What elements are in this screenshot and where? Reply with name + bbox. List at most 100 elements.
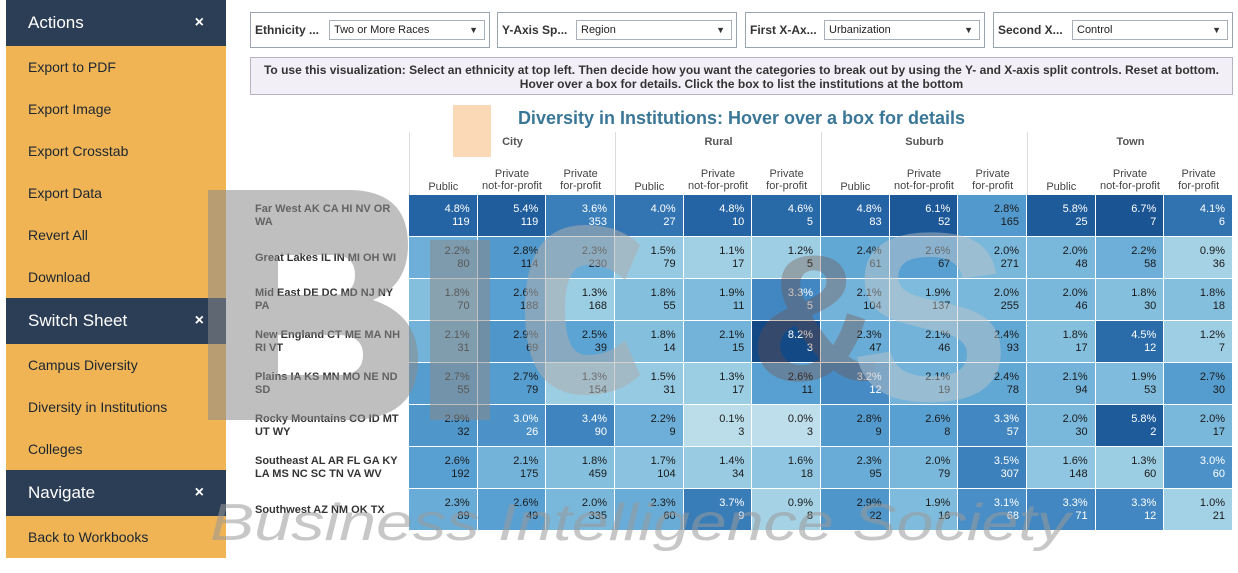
heatmap-cell[interactable]: 2.0% 17: [1164, 405, 1233, 447]
heatmap-cell[interactable]: 2.1% 46: [889, 321, 959, 363]
heatmap-cell[interactable]: 1.3% 17: [683, 363, 753, 405]
heatmap-cell[interactable]: 1.7% 104: [615, 447, 684, 489]
heatmap-cell[interactable]: 2.1% 19: [889, 363, 959, 405]
heatmap-cell[interactable]: 1.9% 16: [889, 489, 959, 531]
close-icon[interactable]: ×: [194, 14, 204, 31]
heatmap-cell[interactable]: 1.9% 53: [1095, 363, 1165, 405]
heatmap-cell[interactable]: 2.1% 31: [409, 321, 478, 363]
sidebar-item[interactable]: Campus Diversity: [28, 357, 138, 373]
heatmap-cell[interactable]: 2.0% 46: [1027, 279, 1096, 321]
heatmap-cell[interactable]: 1.3% 168: [546, 279, 615, 321]
heatmap-cell[interactable]: 3.3% 57: [958, 405, 1027, 447]
heatmap-cell[interactable]: 2.9% 69: [477, 321, 547, 363]
heatmap-cell[interactable]: 1.0% 21: [1164, 489, 1233, 531]
heatmap-cell[interactable]: 4.6% 5: [752, 195, 821, 237]
heatmap-cell[interactable]: 2.6% 192: [409, 447, 478, 489]
heatmap-cell[interactable]: 0.0% 3: [752, 405, 821, 447]
heatmap-cell[interactable]: 2.4% 61: [821, 237, 890, 279]
close-icon[interactable]: ×: [194, 484, 204, 501]
heatmap-cell[interactable]: 0.1% 3: [683, 405, 753, 447]
sidebar-item[interactable]: Back to Workbooks: [28, 529, 149, 545]
heatmap-cell[interactable]: 2.0% 255: [958, 279, 1027, 321]
heatmap-cell[interactable]: 5.4% 119: [477, 195, 547, 237]
heatmap-cell[interactable]: 1.2% 7: [1164, 321, 1233, 363]
heatmap-cell[interactable]: 2.1% 175: [477, 447, 547, 489]
heatmap-cell[interactable]: 2.6% 67: [889, 237, 959, 279]
heatmap-cell[interactable]: 4.5% 12: [1095, 321, 1165, 363]
heatmap-cell[interactable]: 2.1% 94: [1027, 363, 1096, 405]
heatmap-cell[interactable]: 2.5% 39: [546, 321, 615, 363]
heatmap-cell[interactable]: 2.2% 80: [409, 237, 478, 279]
heatmap-cell[interactable]: 1.8% 55: [615, 279, 684, 321]
heatmap-cell[interactable]: 2.8% 114: [477, 237, 547, 279]
dropdown-arrow-icon[interactable]: ▼: [964, 25, 973, 35]
heatmap-cell[interactable]: 1.9% 137: [889, 279, 959, 321]
heatmap-cell[interactable]: 2.6% 8: [889, 405, 959, 447]
filter-dropdown[interactable]: Control ▼: [1072, 20, 1228, 40]
heatmap-cell[interactable]: 2.8% 9: [821, 405, 890, 447]
sidebar-item[interactable]: Export Crosstab: [28, 143, 129, 159]
heatmap-cell[interactable]: 2.2% 9: [615, 405, 684, 447]
heatmap-cell[interactable]: 2.0% 335: [546, 489, 615, 531]
heatmap-cell[interactable]: 1.8% 18: [1164, 279, 1233, 321]
heatmap-cell[interactable]: 2.7% 30: [1164, 363, 1233, 405]
heatmap-cell[interactable]: 1.8% 459: [546, 447, 615, 489]
heatmap-cell[interactable]: 1.5% 31: [615, 363, 684, 405]
dropdown-arrow-icon[interactable]: ▼: [716, 25, 725, 35]
heatmap-cell[interactable]: 3.4% 90: [546, 405, 615, 447]
heatmap-cell[interactable]: 4.1% 6: [1164, 195, 1233, 237]
heatmap-cell[interactable]: 3.3% 71: [1027, 489, 1096, 531]
heatmap-cell[interactable]: 6.1% 52: [889, 195, 959, 237]
filter-dropdown[interactable]: Two or More Races ▼: [329, 20, 485, 40]
heatmap-cell[interactable]: 3.6% 353: [546, 195, 615, 237]
heatmap-cell[interactable]: 2.7% 55: [409, 363, 478, 405]
heatmap-cell[interactable]: 2.1% 15: [683, 321, 753, 363]
close-icon[interactable]: ×: [194, 312, 204, 329]
heatmap-cell[interactable]: 2.9% 32: [409, 405, 478, 447]
heatmap-cell[interactable]: 5.8% 2: [1095, 405, 1165, 447]
heatmap-cell[interactable]: 3.3% 12: [1095, 489, 1165, 531]
heatmap-cell[interactable]: 1.8% 70: [409, 279, 478, 321]
sidebar-item[interactable]: Colleges: [28, 441, 83, 457]
heatmap-cell[interactable]: 3.0% 26: [477, 405, 547, 447]
heatmap-cell[interactable]: 2.6% 11: [752, 363, 821, 405]
heatmap-cell[interactable]: 2.3% 89: [409, 489, 478, 531]
sidebar-item[interactable]: Export Image: [28, 101, 112, 117]
sidebar-item[interactable]: Revert All: [28, 227, 88, 243]
sidebar-section-header[interactable]: Navigate ×: [6, 470, 226, 516]
heatmap-cell[interactable]: 3.2% 12: [821, 363, 890, 405]
heatmap-cell[interactable]: 1.4% 34: [683, 447, 753, 489]
heatmap-cell[interactable]: 2.7% 79: [477, 363, 547, 405]
heatmap-cell[interactable]: 1.8% 30: [1095, 279, 1165, 321]
dropdown-arrow-icon[interactable]: ▼: [469, 25, 478, 35]
heatmap-cell[interactable]: 2.6% 49: [477, 489, 547, 531]
heatmap-cell[interactable]: 2.9% 22: [821, 489, 890, 531]
filter-dropdown[interactable]: Urbanization ▼: [824, 20, 980, 40]
heatmap-cell[interactable]: 6.7% 7: [1095, 195, 1165, 237]
heatmap-cell[interactable]: 0.9% 36: [1164, 237, 1233, 279]
heatmap-cell[interactable]: 2.4% 93: [958, 321, 1027, 363]
heatmap-cell[interactable]: 3.0% 60: [1164, 447, 1233, 489]
heatmap-cell[interactable]: 2.3% 47: [821, 321, 890, 363]
filter-dropdown[interactable]: Region ▼: [576, 20, 732, 40]
heatmap-cell[interactable]: 1.3% 154: [546, 363, 615, 405]
heatmap-cell[interactable]: 2.3% 230: [546, 237, 615, 279]
heatmap-cell[interactable]: 2.4% 78: [958, 363, 1027, 405]
heatmap-cell[interactable]: 2.0% 48: [1027, 237, 1096, 279]
sidebar-section-header[interactable]: Switch Sheet ×: [6, 298, 226, 344]
heatmap-cell[interactable]: 1.6% 148: [1027, 447, 1096, 489]
heatmap-cell[interactable]: 3.7% 9: [683, 489, 753, 531]
heatmap-cell[interactable]: 2.3% 95: [821, 447, 890, 489]
sidebar-item[interactable]: Download: [28, 269, 91, 285]
heatmap-cell[interactable]: 0.9% 8: [752, 489, 821, 531]
heatmap-cell[interactable]: 4.8% 83: [821, 195, 890, 237]
heatmap-cell[interactable]: 1.9% 11: [683, 279, 753, 321]
heatmap-cell[interactable]: 3.3% 5: [752, 279, 821, 321]
heatmap-cell[interactable]: 3.1% 68: [958, 489, 1027, 531]
heatmap-cell[interactable]: 1.3% 60: [1095, 447, 1165, 489]
heatmap-cell[interactable]: 1.2% 5: [752, 237, 821, 279]
heatmap-cell[interactable]: 8.2% 3: [752, 321, 821, 363]
heatmap-cell[interactable]: 2.0% 271: [958, 237, 1027, 279]
sidebar-item[interactable]: Diversity in Institutions: [28, 399, 168, 415]
heatmap-cell[interactable]: 3.5% 307: [958, 447, 1027, 489]
